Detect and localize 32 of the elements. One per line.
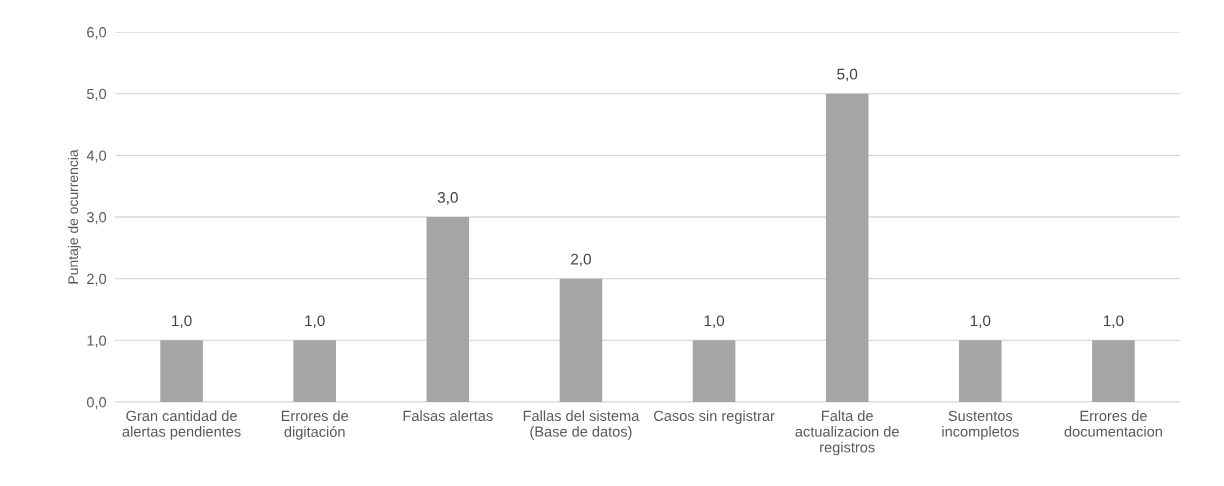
data-label: 1,0 [1103,315,1124,329]
bar [1092,340,1135,402]
y-tick-label: 6,0 [87,27,107,40]
bar [160,340,203,402]
data-label: 1,0 [305,315,325,329]
bar [825,93,869,402]
bar [692,340,736,402]
data-label: 3,0 [437,192,458,205]
bar [959,340,1002,402]
y-tick-label: 0,0 [86,397,107,410]
y-tick-label: 1,0 [87,335,107,348]
bar [426,217,470,402]
data-label: 2,0 [571,253,591,267]
x-tick-label: Falta de actualizacion de registros [795,410,899,456]
x-tick-label: Casos sin registrar [654,410,775,424]
x-tick-label: Falsas alertas [403,410,493,422]
y-tick-label: 3,0 [86,212,107,225]
x-tick-label: Errores de documentacion [1064,410,1162,437]
x-tick-label: Fallas del sistema (Base de datos) [523,410,640,440]
bar [293,340,336,402]
data-label: 1,0 [970,315,991,329]
bar [559,278,603,402]
y-tick-label: 5,0 [86,88,107,101]
y-axis-title: Puntaje de ocurrencia [67,149,81,284]
x-tick-label: Errores de digitación [281,410,349,440]
y-tick-label: 4,0 [86,150,107,163]
x-tick-label: Sustentos incompletos [942,410,1019,440]
data-label: 1,0 [172,315,192,329]
data-label: 1,0 [704,315,725,329]
x-tick-label: Gran cantidad de alertas pendientes [122,410,241,440]
data-label: 5,0 [837,68,858,82]
y-tick-label: 2,0 [87,273,107,286]
